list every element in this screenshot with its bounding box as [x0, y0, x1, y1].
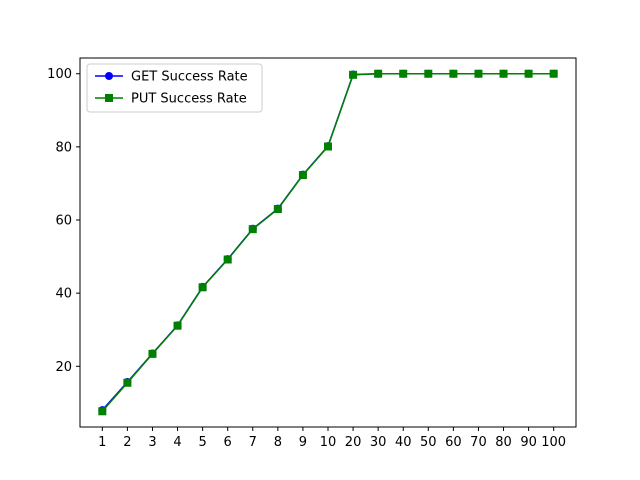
data-point-put: [524, 69, 533, 78]
legend-label-get: GET Success Rate: [131, 70, 248, 85]
legend-marker-get: [105, 72, 113, 80]
data-point-put: [123, 378, 132, 387]
data-point-put: [98, 407, 107, 416]
y-tick-label: 80: [55, 140, 72, 155]
data-point-put: [474, 69, 483, 78]
x-tick-label: 6: [224, 435, 232, 450]
x-tick-label: 20: [345, 435, 362, 450]
x-tick-label: 90: [520, 435, 537, 450]
x-tick-label: 10: [320, 435, 337, 450]
legend-box: [86, 63, 263, 113]
x-tick-label: 8: [274, 435, 282, 450]
series-layer: [98, 69, 558, 416]
data-point-put: [399, 69, 408, 78]
x-tick-label: 7: [249, 435, 257, 450]
y-tick-label: 100: [47, 67, 72, 82]
data-point-put: [349, 70, 358, 79]
x-tick-label: 100: [541, 435, 566, 450]
x-tick-label: 50: [420, 435, 437, 450]
x-tick-label: 40: [395, 435, 412, 450]
data-point-put: [173, 321, 182, 330]
series-put: [98, 69, 558, 416]
plot-frame: [79, 57, 577, 428]
data-point-put: [499, 69, 508, 78]
data-point-put: [298, 171, 307, 180]
x-tick-label: 1: [98, 435, 106, 450]
legend-entry-get: GET Success Rate: [95, 70, 248, 85]
y-tick-label: 40: [55, 287, 72, 302]
x-tick-label: 4: [173, 435, 181, 450]
x-tick-label: 80: [495, 435, 512, 450]
x-tick-label: 3: [148, 435, 156, 450]
plot-background: [80, 58, 576, 427]
x-tick-label: 5: [198, 435, 206, 450]
data-point-put: [273, 205, 282, 214]
x-tick-label: 60: [445, 435, 462, 450]
y-tick-label: 20: [55, 360, 72, 375]
data-point-put: [148, 349, 157, 358]
data-point-put: [223, 255, 232, 264]
data-point-put: [198, 283, 207, 292]
legend-label-put: PUT Success Rate: [131, 92, 247, 107]
data-point-put: [324, 142, 332, 151]
x-tick-label: 2: [123, 435, 131, 450]
data-point-put: [248, 225, 257, 234]
data-point-put: [549, 69, 558, 78]
x-tick-label: 9: [299, 435, 307, 450]
y-tick-label: 60: [55, 214, 72, 229]
legend-marker-put: [105, 94, 113, 102]
legend: GET Success Rate PUT Success Rate: [86, 63, 263, 113]
data-point-put: [449, 69, 458, 78]
x-tick-label: 70: [470, 435, 487, 450]
y-axis: 20 40 60 80 100: [47, 67, 80, 375]
x-tick-label: 30: [370, 435, 387, 450]
x-axis: 1 2 3 4 5 6 7 8 9 10 20 30 40 50 60 70 80 90 100: [98, 427, 566, 450]
data-point-put: [374, 69, 383, 78]
legend-entry-put: PUT Success Rate: [95, 92, 247, 107]
data-point-put: [424, 69, 433, 78]
